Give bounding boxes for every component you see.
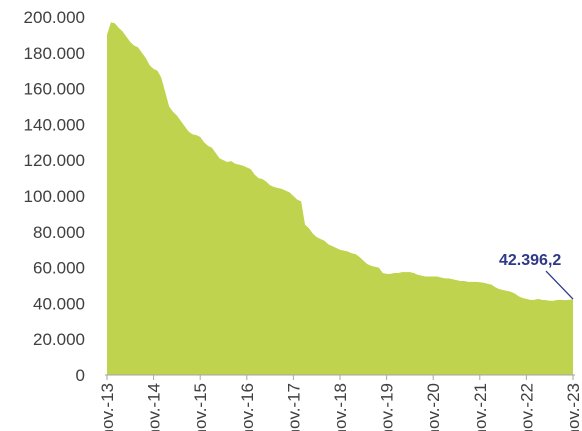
y-tick-label: 60.000 xyxy=(33,259,85,278)
x-tick-label: nov.-18 xyxy=(331,383,350,431)
x-tick-label: nov.-14 xyxy=(145,383,164,431)
y-tick-label: 100.000 xyxy=(24,187,85,206)
x-tick-label: nov.-20 xyxy=(424,383,443,431)
data-label: 42.396,2 xyxy=(499,252,561,269)
y-tick-label: 80.000 xyxy=(33,223,85,242)
y-tick-label: 140.000 xyxy=(24,115,85,134)
y-tick-label: 40.000 xyxy=(33,294,85,313)
y-tick-label: 0 xyxy=(76,366,85,385)
x-tick-label: nov.-16 xyxy=(238,383,257,431)
y-tick-label: 180.000 xyxy=(24,44,85,63)
x-tick-label: nov.-23 xyxy=(564,383,582,431)
x-tick-label: nov.-21 xyxy=(471,383,490,431)
x-tick-label: nov.-13 xyxy=(98,383,117,431)
x-tick-label: nov.-15 xyxy=(191,383,210,431)
x-tick-label: nov.-17 xyxy=(284,383,303,431)
x-tick-label: nov.-19 xyxy=(378,383,397,431)
y-tick-label: 20.000 xyxy=(33,330,85,349)
y-tick-label: 160.000 xyxy=(24,80,85,99)
y-tick-label: 120.000 xyxy=(24,151,85,170)
y-tick-label: 200.000 xyxy=(24,8,85,27)
area xyxy=(107,22,573,376)
x-tick-label: nov.-22 xyxy=(517,383,536,431)
leader-line xyxy=(545,270,574,300)
